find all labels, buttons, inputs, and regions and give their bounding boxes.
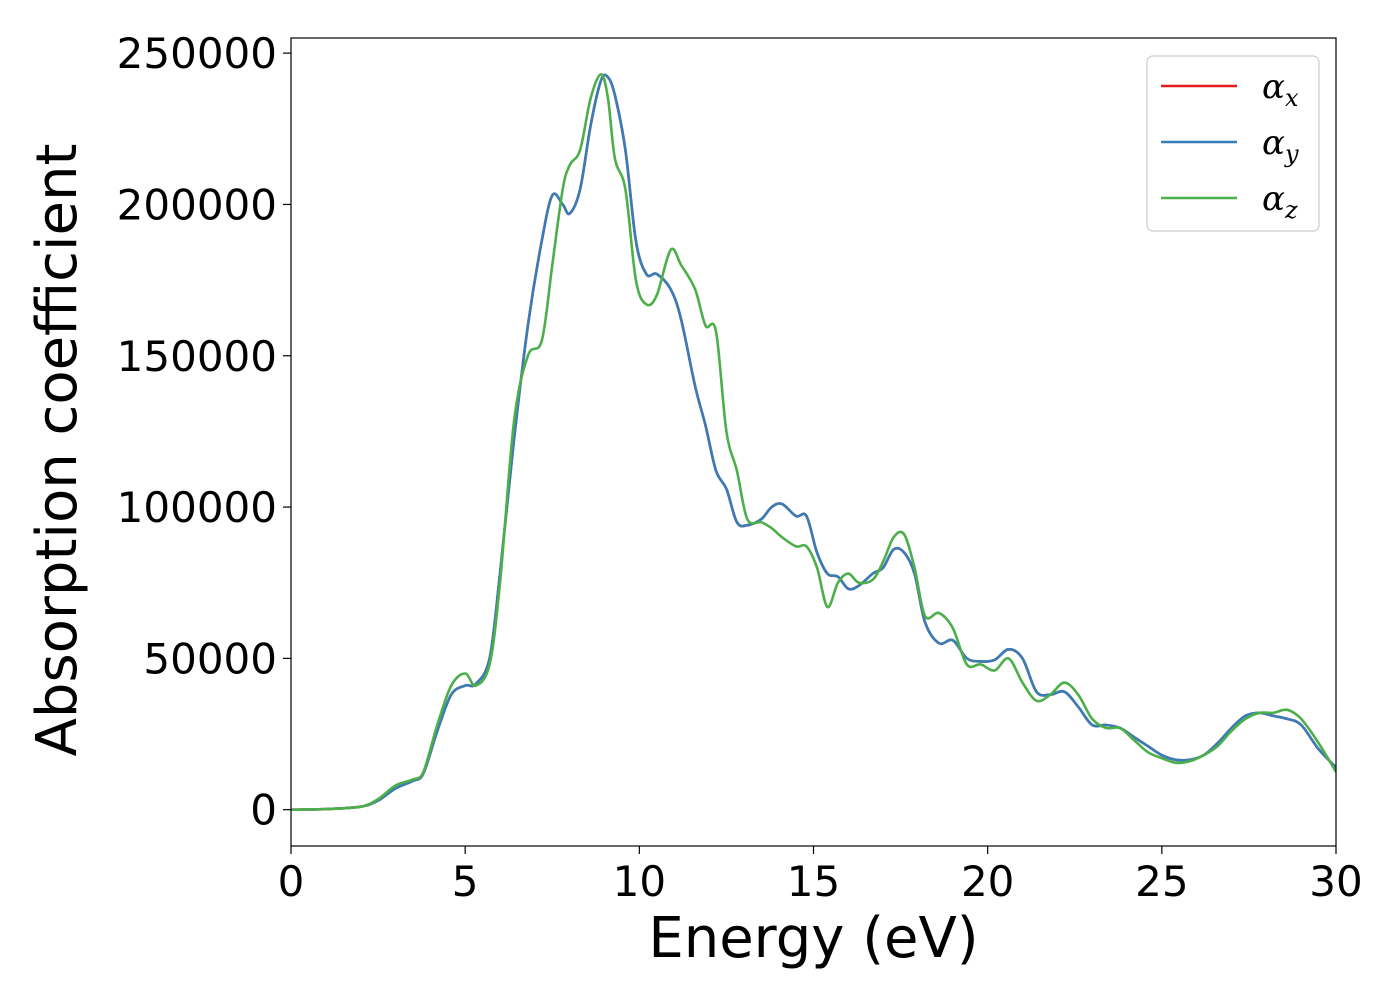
legend-box xyxy=(1146,55,1320,232)
y-tick-label: 200000 xyxy=(117,180,277,229)
legend-label-y: αy xyxy=(1262,123,1299,168)
y-axis-ticks: 0 50000 100000 150000 200000 250000 xyxy=(117,29,291,835)
legend: αx αy αz xyxy=(1146,55,1320,232)
series-line-y xyxy=(291,73,1336,811)
x-tick-label: 10 xyxy=(613,857,666,906)
x-tick-label: 30 xyxy=(1309,857,1362,906)
y-axis-title: Absorption coefficient xyxy=(25,144,90,757)
legend-label-x: αx xyxy=(1262,67,1299,112)
legend-label-z: αz xyxy=(1262,179,1298,224)
y-tick-label: 100000 xyxy=(117,483,277,532)
y-tick-label: 50000 xyxy=(143,634,277,683)
x-axis-title: Energy (eV) xyxy=(648,906,978,971)
x-tick-label: 20 xyxy=(961,857,1014,906)
y-tick-label: 0 xyxy=(250,786,277,835)
x-tick-label: 0 xyxy=(278,857,305,906)
x-tick-label: 25 xyxy=(1135,857,1188,906)
x-tick-label: 5 xyxy=(452,857,479,906)
y-tick-label: 150000 xyxy=(117,332,277,381)
x-tick-label: 15 xyxy=(787,857,840,906)
plot-lines xyxy=(291,73,1336,811)
x-axis-ticks: 0 5 10 15 20 25 30 xyxy=(278,846,1363,906)
y-tick-label: 250000 xyxy=(117,29,277,78)
series-line-z xyxy=(291,73,1336,811)
